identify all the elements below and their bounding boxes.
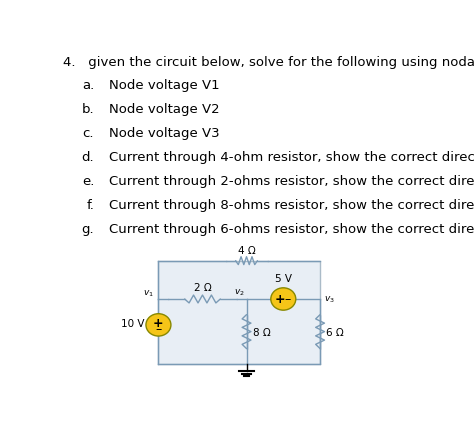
Text: 2 Ω: 2 Ω [193, 283, 211, 293]
Bar [158, 261, 320, 364]
Circle shape [146, 314, 171, 336]
Text: 10 V: 10 V [120, 319, 144, 328]
Text: c.: c. [82, 127, 94, 140]
Circle shape [271, 288, 296, 311]
Text: 4 Ω: 4 Ω [237, 246, 255, 256]
Text: $v_3$: $v_3$ [325, 294, 335, 305]
Text: Current through 2-ohms resistor, show the correct direction: Current through 2-ohms resistor, show th… [109, 175, 474, 188]
Text: 8 Ω: 8 Ω [253, 327, 271, 337]
Text: Node voltage V2: Node voltage V2 [109, 103, 219, 116]
Text: Node voltage V3: Node voltage V3 [109, 127, 219, 140]
Text: –: – [155, 322, 162, 335]
Text: –: – [284, 293, 290, 306]
Text: Current through 4-ohm resistor, show the correct direction: Current through 4-ohm resistor, show the… [109, 151, 474, 164]
Text: b.: b. [82, 103, 94, 116]
Text: +: + [153, 316, 164, 329]
Text: g.: g. [82, 223, 94, 236]
Text: Current through 6-ohms resistor, show the correct direction: Current through 6-ohms resistor, show th… [109, 223, 474, 236]
Text: 4.   given the circuit below, solve for the following using nodal analysis: 4. given the circuit below, solve for th… [63, 56, 474, 69]
Text: +: + [275, 293, 285, 306]
Text: $v_1$: $v_1$ [143, 288, 154, 298]
Text: e.: e. [82, 175, 94, 188]
Text: d.: d. [82, 151, 94, 164]
Text: f.: f. [86, 199, 94, 212]
Text: $v_2$: $v_2$ [234, 287, 245, 298]
Text: Current through 8-ohms resistor, show the correct direction: Current through 8-ohms resistor, show th… [109, 199, 474, 212]
Text: Node voltage V1: Node voltage V1 [109, 79, 219, 92]
Text: 6 Ω: 6 Ω [326, 327, 343, 337]
Text: a.: a. [82, 79, 94, 92]
Text: 5 V: 5 V [275, 273, 292, 283]
